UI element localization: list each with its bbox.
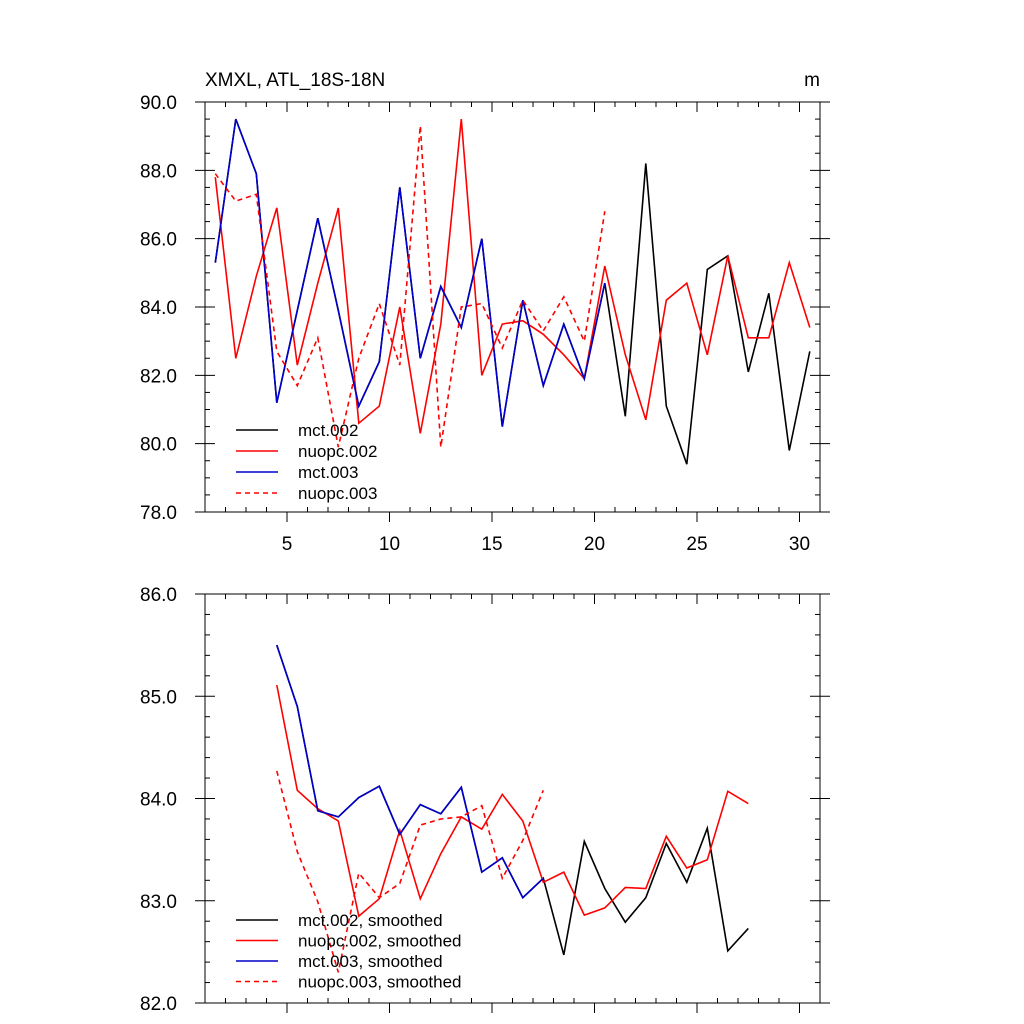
top-y-tick-label: 78.0 (140, 503, 177, 524)
top-panel: XMXL, ATL_18S-18N m 5 10 15 20 25 30 78.0 80.0 8… (140, 70, 830, 555)
bottom-y-tick-label: 84.0 (140, 790, 177, 811)
top-series-line-4 (214, 125, 606, 448)
top-legend-label-4: nuopc.003 (298, 484, 377, 503)
top-x-tick-label: 25 (686, 534, 707, 555)
bottom-y-tick-label: 86.0 (140, 585, 177, 606)
top-legend: mct.002 nuopc.002 mct.003 nuopc.003 (236, 421, 377, 503)
top-legend-label-3: mct.003 (298, 463, 358, 482)
bottom-y-tick-label: 85.0 (140, 687, 177, 708)
top-panel-title: XMXL, ATL_18S-18N (205, 70, 385, 91)
bottom-legend-label-2: nuopc.002, smoothed (298, 932, 462, 951)
top-legend-label-2: nuopc.002 (298, 442, 377, 461)
top-x-tick-label: 5 (282, 534, 293, 555)
top-y-tick-label: 80.0 (140, 435, 177, 456)
top-panel-units: m (804, 70, 820, 91)
bottom-series-line-3 (276, 644, 544, 900)
top-y-tick-label: 82.0 (140, 366, 177, 387)
top-x-tick-label: 20 (584, 534, 605, 555)
bottom-legend-label-4: nuopc.003, smoothed (298, 973, 462, 992)
top-x-tick-label: 15 (481, 534, 502, 555)
bottom-series-line-2 (276, 684, 749, 918)
top-y-tick-label: 86.0 (140, 230, 177, 251)
bottom-y-tick-label: 82.0 (140, 994, 177, 1015)
top-series-line-3 (214, 118, 606, 427)
bottom-panel: 82.0 83.0 84.0 85.0 86.0 mct.002, smoothed nuo… (140, 585, 830, 1015)
bottom-legend-label-3: mct.003, smoothed (298, 952, 443, 971)
top-y-tick-label: 90.0 (140, 93, 177, 114)
bottom-series-line-1 (276, 644, 749, 956)
top-legend-label-1: mct.002 (298, 421, 358, 440)
top-x-tick-label: 30 (789, 534, 810, 555)
bottom-legend: mct.002, smoothed nuopc.002, smoothedmct.… (236, 911, 462, 992)
bottom-series-line-4 (276, 770, 545, 973)
bottom-legend-label-1: mct.002, smoothed (298, 911, 443, 930)
bottom-y-tick-label: 83.0 (140, 892, 177, 913)
top-x-tick-label: 10 (379, 534, 400, 555)
top-y-tick-label: 88.0 (140, 161, 177, 182)
top-y-tick-label: 84.0 (140, 298, 177, 319)
